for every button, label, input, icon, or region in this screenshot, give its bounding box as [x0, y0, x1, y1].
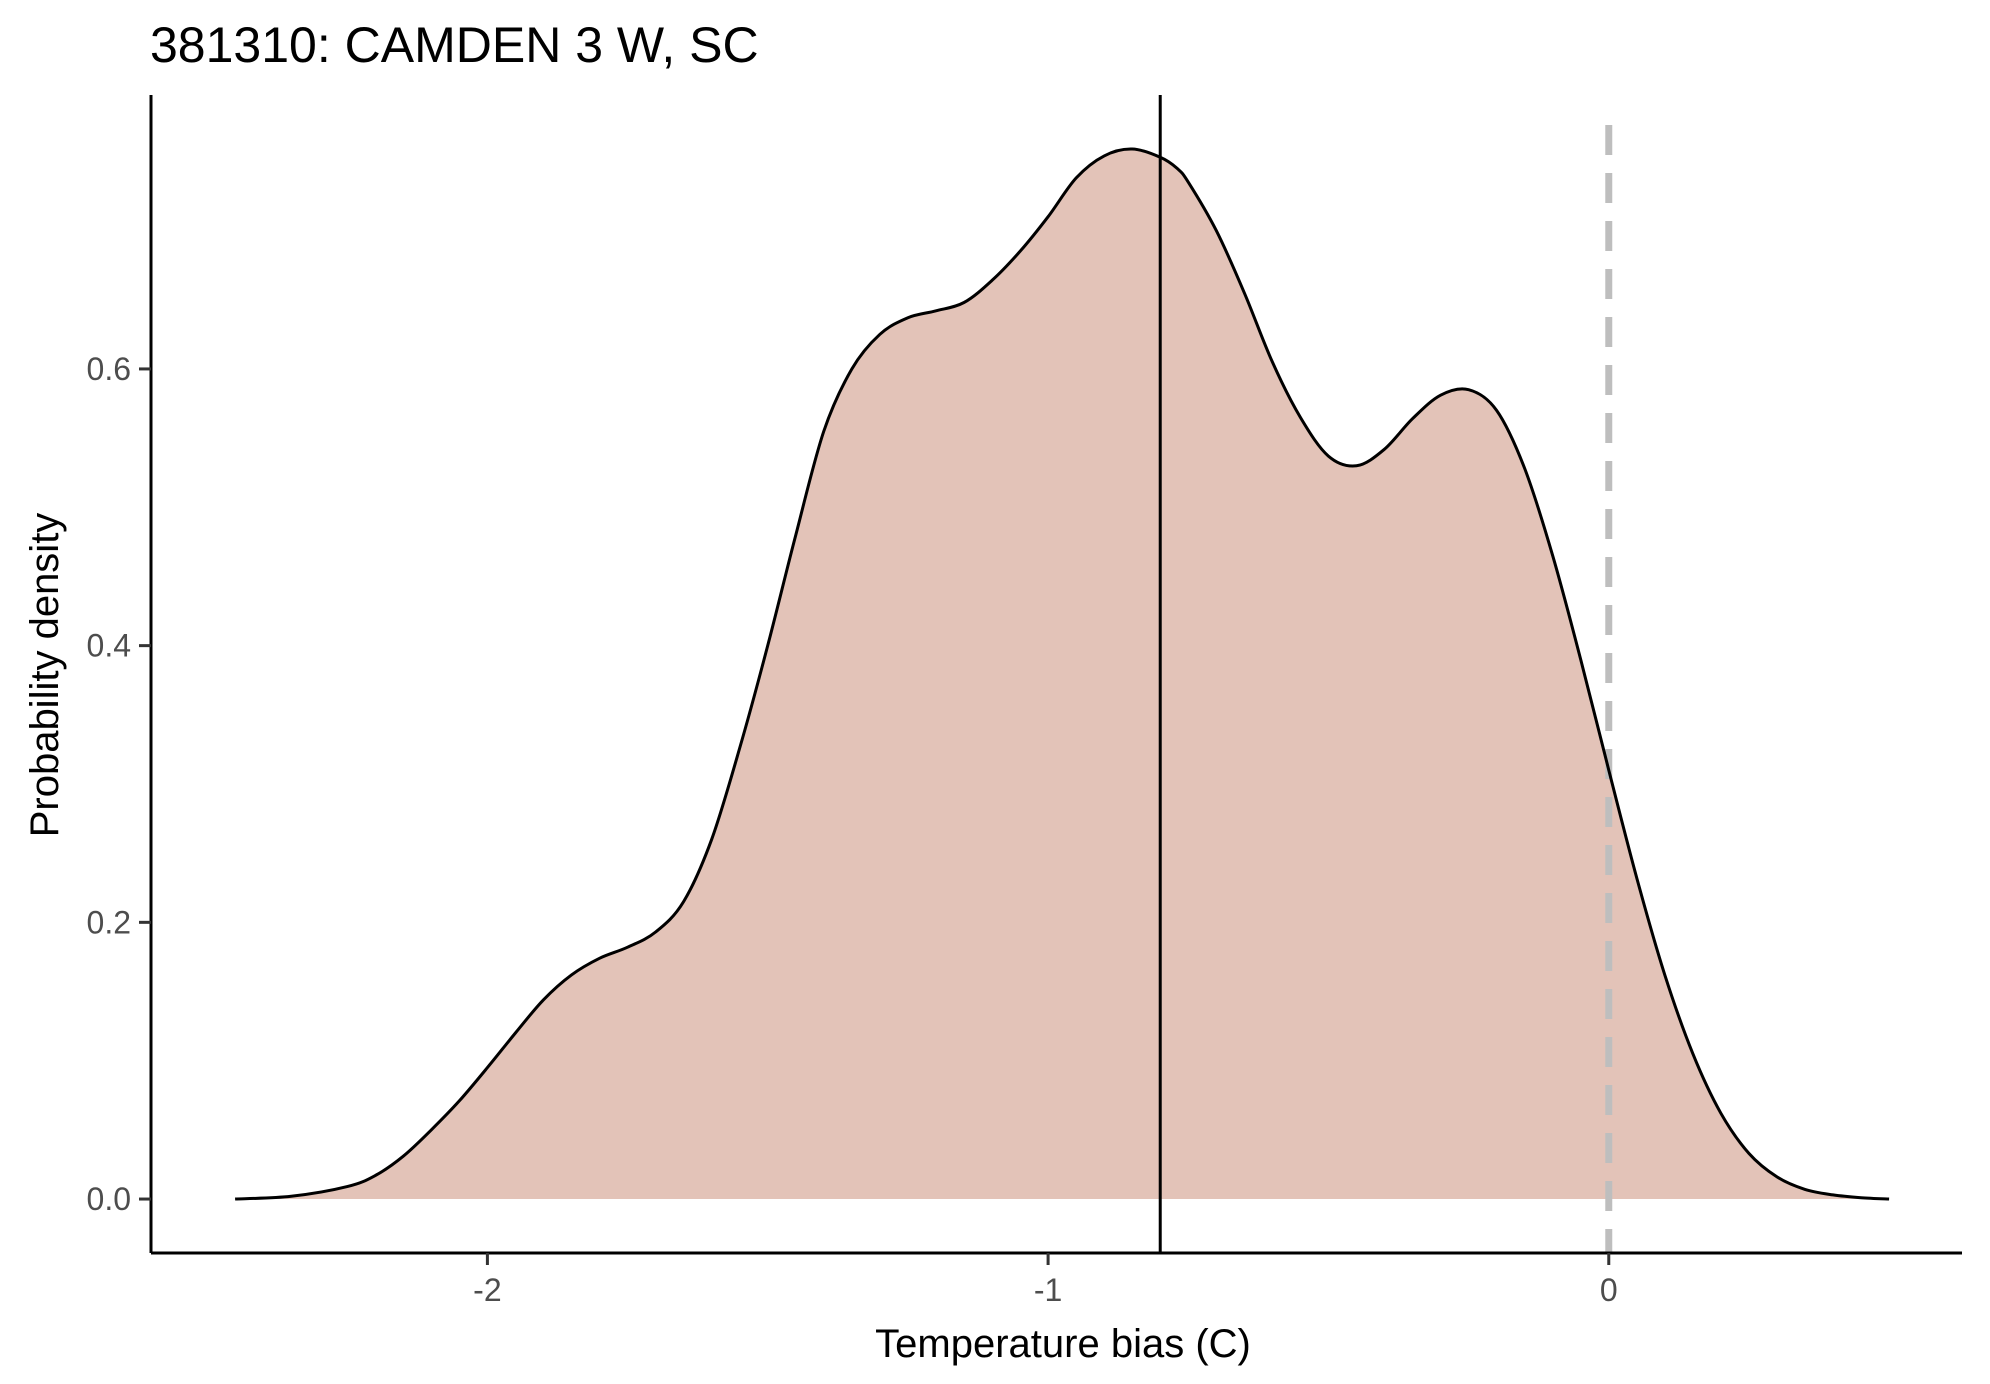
axes: -2 -1 0 0.0 0.2 0.4 0.6	[87, 95, 1962, 1308]
plot-area	[235, 95, 1890, 1253]
y-tick-label: 0.2	[87, 904, 131, 940]
y-tick-label: 0.4	[87, 628, 131, 664]
density-curve	[235, 147, 1890, 1201]
x-tick-label: 0	[1600, 1272, 1618, 1308]
x-tick-label: -1	[1034, 1272, 1062, 1308]
x-tick-label: -2	[473, 1272, 501, 1308]
x-axis-title: Temperature bias (C)	[875, 1322, 1251, 1366]
density-area-fill	[235, 148, 1890, 1200]
y-axis-title: Probability density	[23, 513, 67, 838]
chart-title: 381310: CAMDEN 3 W, SC	[150, 17, 759, 73]
y-tick-label: 0.6	[87, 351, 131, 387]
y-tick-label: 0.0	[87, 1181, 131, 1217]
x-axis-ticks: -2 -1 0	[473, 1253, 1618, 1308]
y-axis-ticks: 0.0 0.2 0.4 0.6	[87, 351, 151, 1217]
